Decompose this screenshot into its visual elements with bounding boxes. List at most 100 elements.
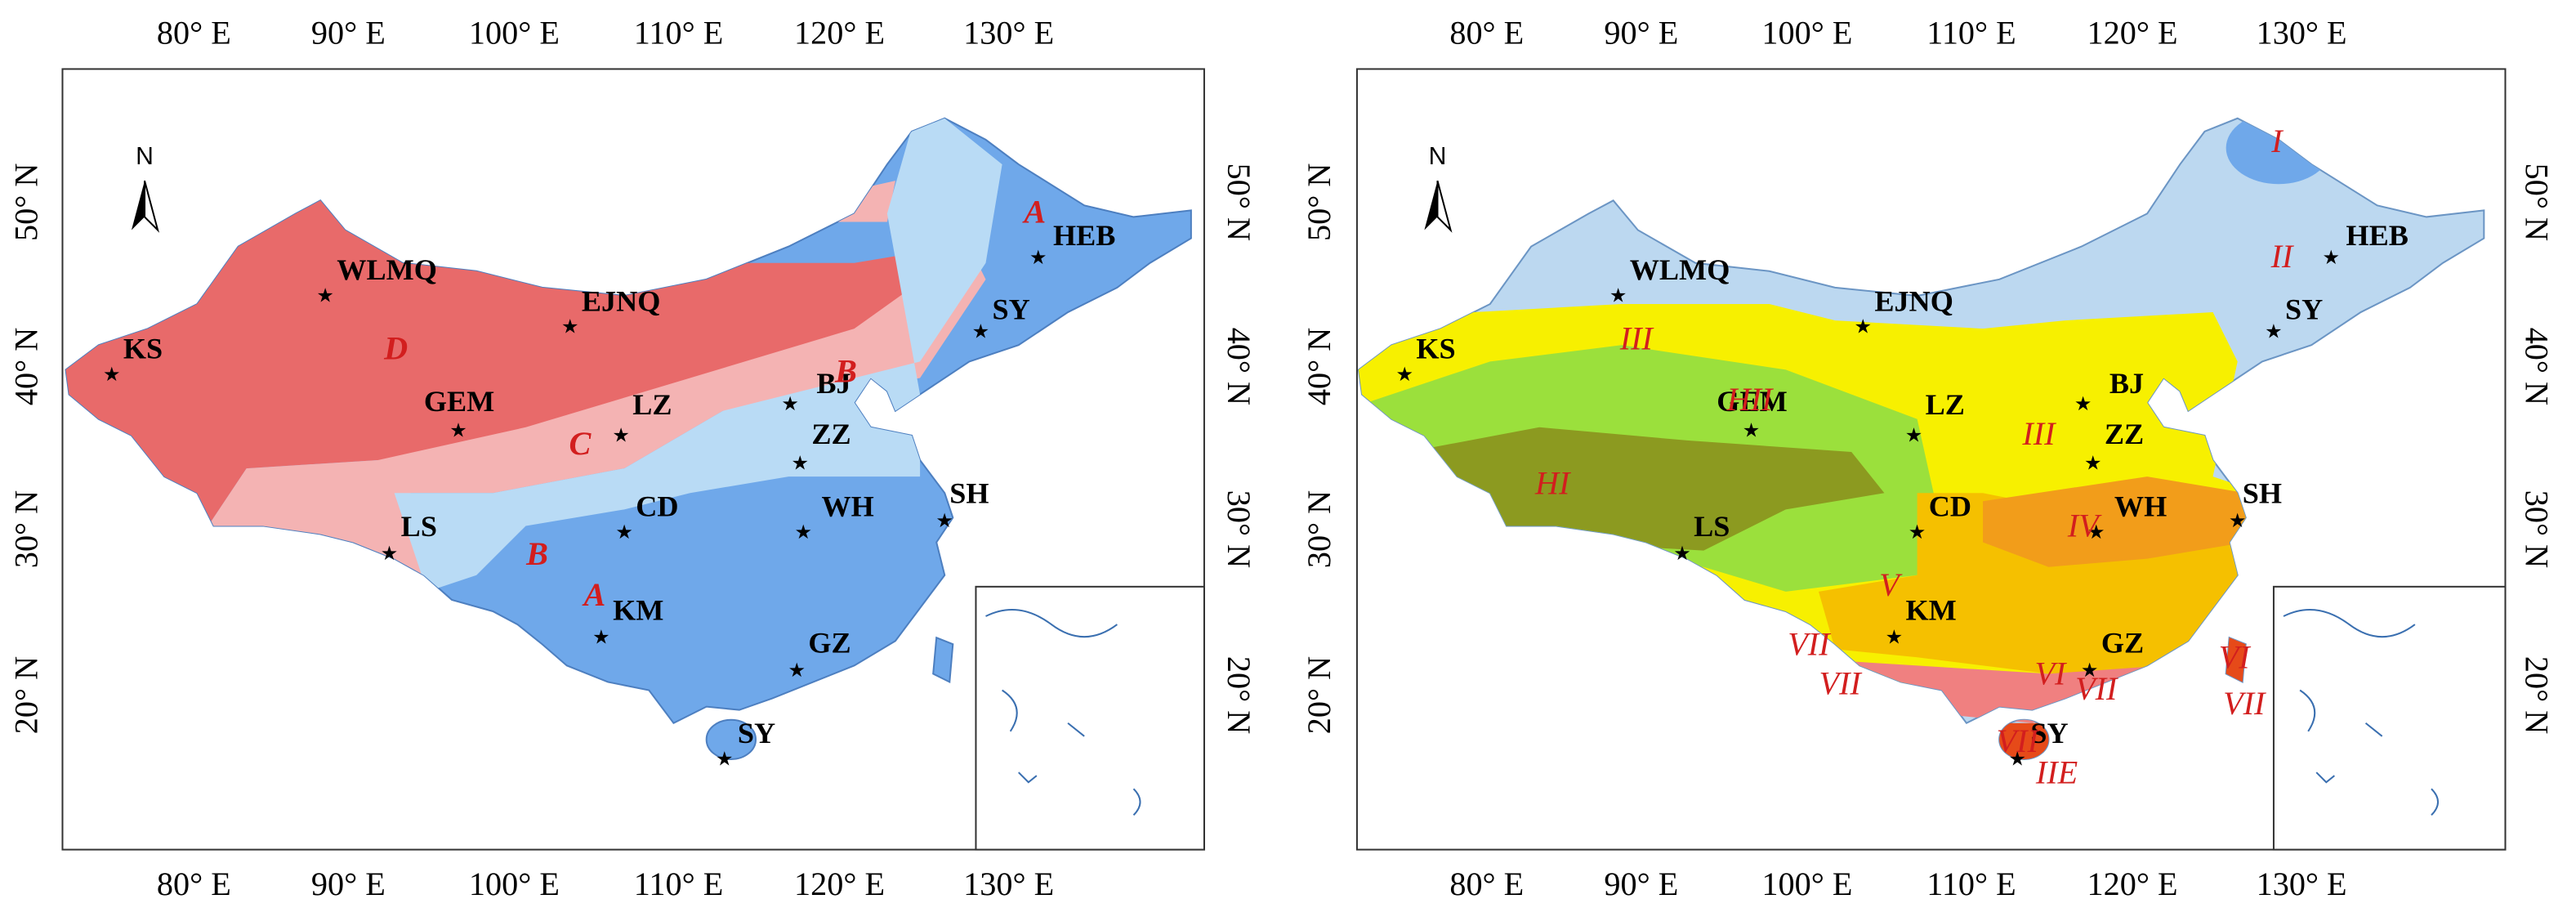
city-marker: ★ <box>781 394 799 415</box>
city-marker: ★ <box>2323 248 2341 269</box>
zone-label: B <box>834 353 857 390</box>
region <box>394 118 1002 592</box>
inset-coast <box>2283 608 2440 816</box>
lon-label: 130° E <box>2257 866 2347 902</box>
city-marker: ★ <box>592 628 610 649</box>
city-label: KM <box>613 593 663 626</box>
region <box>1408 427 1885 551</box>
city-marker: ★ <box>2229 511 2247 532</box>
lon-label: 100° E <box>1761 866 1852 902</box>
city-label: LZ <box>1926 388 1965 421</box>
city-marker: ★ <box>1886 628 1904 649</box>
city-label: BJ <box>816 367 850 400</box>
lon-label: 120° E <box>794 14 885 51</box>
city-marker: ★ <box>316 285 334 306</box>
lon-label: 80° E <box>157 866 231 902</box>
city-marker: ★ <box>381 543 399 565</box>
city-marker: ★ <box>2084 454 2102 475</box>
lat-label: 20° N <box>1301 656 1337 734</box>
city-label: CD <box>1929 490 1971 523</box>
city-label: KS <box>1416 333 1455 365</box>
city-label: KM <box>1906 593 1957 626</box>
region <box>65 164 970 543</box>
lat-label: 30° N <box>7 490 44 568</box>
city-marker: ★ <box>2265 322 2283 343</box>
city-marker: ★ <box>791 454 809 475</box>
inset-coast <box>985 608 1141 816</box>
city-label: SH <box>2243 477 2282 510</box>
city-label: GEM <box>424 385 494 418</box>
lat-label: 50° N <box>1301 163 1337 241</box>
city-marker: ★ <box>2081 660 2099 682</box>
city-label: SY <box>2285 293 2323 325</box>
city-label: CD <box>636 490 678 523</box>
lon-label: 110° E <box>1926 866 2016 902</box>
city-marker: ★ <box>2087 522 2105 543</box>
city-marker: ★ <box>1673 543 1691 565</box>
lon-label: 90° E <box>311 14 386 51</box>
lon-label: 130° E <box>2257 14 2347 51</box>
lon-label: 110° E <box>634 866 724 902</box>
zone-label: C <box>569 425 592 462</box>
lon-label: 120° E <box>2087 866 2178 902</box>
city-marker: ★ <box>1743 420 1761 441</box>
zone-label: A <box>1021 194 1046 230</box>
city-marker: ★ <box>449 420 467 441</box>
city-label: HEB <box>2346 219 2408 252</box>
zone-label: VII <box>1819 665 1862 702</box>
city-label: GEM <box>1717 385 1787 418</box>
city-marker: ★ <box>1909 522 1926 543</box>
lat-label: 50° N <box>7 163 44 241</box>
lon-label: 80° E <box>157 14 231 51</box>
city-label: GZ <box>2101 627 2144 660</box>
lat-label: 40° N <box>1221 328 1257 405</box>
lat-label: 30° N <box>1221 490 1257 568</box>
lon-label: 90° E <box>1604 14 1678 51</box>
city-label: SH <box>949 477 989 510</box>
city-label: WH <box>2114 490 2167 523</box>
zone-label: HI <box>1534 464 1571 501</box>
zone-label: B <box>525 535 548 572</box>
zone-label: VI <box>2035 655 2068 692</box>
zone-label: III <box>2021 415 2056 452</box>
lon-label: 110° E <box>634 14 724 51</box>
lat-label: 50° N <box>2518 163 2555 241</box>
map-right: 80° E 90° E 100° E 110° E 120° E 130° E 80° E 9… <box>1301 14 2555 902</box>
north-arrow <box>1436 180 1453 233</box>
zone-label: VI <box>2219 639 2252 676</box>
lon-label: 90° E <box>311 866 386 902</box>
city-marker: ★ <box>103 365 121 386</box>
city-label: EJNQ <box>582 284 661 317</box>
city-label: WLMQ <box>337 253 437 286</box>
lon-label: 130° E <box>963 14 1054 51</box>
city-label: SY <box>738 717 775 749</box>
city-label: ZZ <box>811 418 850 450</box>
city-label: LS <box>1694 510 1730 543</box>
inset <box>2272 585 2507 851</box>
lon-label: 120° E <box>2087 14 2178 51</box>
inset <box>975 585 1205 851</box>
lat-label: 40° N <box>1301 328 1337 405</box>
north-arrow <box>144 180 160 233</box>
city-label: BJ <box>2109 367 2144 400</box>
city-label: ZZ <box>2105 418 2144 450</box>
lon-label: 100° E <box>1761 14 1852 51</box>
city-label: SY <box>2030 717 2068 749</box>
city-label: WH <box>821 490 873 523</box>
lon-label: 100° E <box>469 14 560 51</box>
zone-label: I <box>2270 123 2284 159</box>
city-marker: ★ <box>615 522 633 543</box>
region <box>1818 633 2254 759</box>
map-left: 80° E 90° E 100° E 110° E 120° E 130° E 80° E 9… <box>7 14 1257 902</box>
zone-label: VII <box>1997 722 2040 759</box>
lon-label: 90° E <box>1604 866 1678 902</box>
city-label: KS <box>123 333 163 365</box>
city-label: WLMQ <box>1630 253 1730 286</box>
lon-label: 80° E <box>1449 14 1524 51</box>
city-marker: ★ <box>935 511 953 532</box>
lat-label: 30° N <box>1301 490 1337 568</box>
city-marker: ★ <box>1029 248 1047 269</box>
zone-label: VII <box>1788 625 1831 662</box>
north-arrow <box>1424 181 1438 230</box>
